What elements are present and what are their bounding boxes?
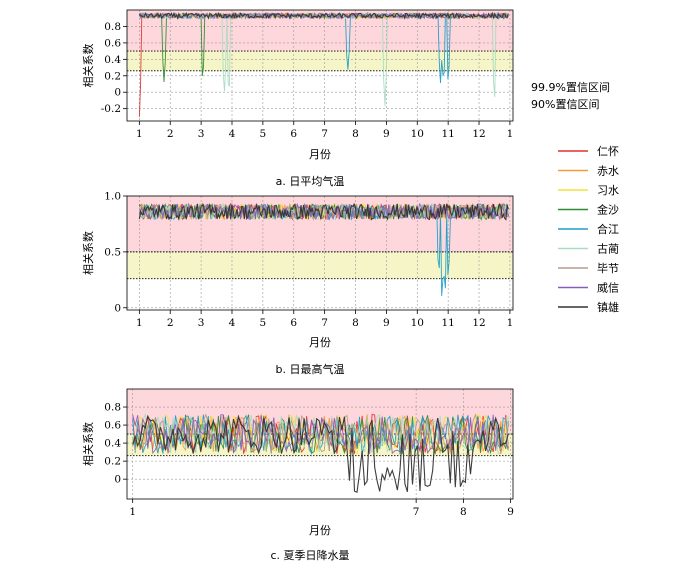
- legend-label-3: 金沙: [597, 203, 619, 217]
- axes-frame: [126, 195, 514, 311]
- x-tick-label: 7: [321, 128, 328, 140]
- x-tick-label: 1: [136, 317, 143, 329]
- y-tick-label: 0.2: [104, 70, 121, 82]
- x-tick-label: 9: [383, 128, 390, 140]
- y-tick-label: 0: [114, 87, 121, 99]
- series-line-7: [138, 202, 509, 221]
- x-axis-label: 月份: [309, 336, 331, 349]
- x-tick-label: 3: [198, 128, 205, 140]
- x-tick-label: 12: [472, 128, 485, 140]
- x-tick-label: 1: [507, 317, 514, 329]
- x-tick-label: 8: [352, 128, 359, 140]
- axes-frame: [126, 388, 514, 500]
- series-group: [138, 202, 509, 297]
- y-tick-label: 0.2: [104, 456, 121, 468]
- x-tick-label: 3: [198, 317, 205, 329]
- y-tick-label: 0: [114, 302, 121, 314]
- legend-label-0: 仁怀: [597, 145, 619, 158]
- x-tick-label: 7: [321, 317, 328, 329]
- y-tick-label: 1.0: [104, 191, 121, 203]
- x-axis-label: 月份: [309, 148, 331, 161]
- confidence-label-90: 90%置信区间: [531, 98, 599, 111]
- series-line-8: [138, 11, 509, 20]
- x-tick-label: 1: [507, 128, 514, 140]
- series-line-5: [132, 412, 509, 455]
- x-tick-label: 5: [260, 128, 267, 140]
- panel-caption: b. 日最高气温: [276, 362, 345, 376]
- confidence-label-99-9: 99.9%置信区间: [531, 81, 610, 94]
- y-tick-label: 0.5: [104, 246, 121, 258]
- x-tick-label: 2: [167, 128, 174, 140]
- y-tick-label: 0: [114, 474, 121, 486]
- x-tick-label: 11: [441, 317, 454, 329]
- x-tick-label: 10: [411, 317, 424, 329]
- x-tick-label: 8: [460, 506, 467, 518]
- x-axis-label: 月份: [309, 524, 331, 537]
- x-tick-label: 9: [507, 506, 514, 518]
- series-line-6: [132, 413, 509, 454]
- x-tick-label: 6: [290, 128, 297, 140]
- x-tick-label: 1: [136, 128, 143, 140]
- x-tick-label: 12: [472, 317, 485, 329]
- series-group: [138, 11, 509, 117]
- y-tick-label: 0.6: [104, 37, 121, 49]
- chart-panel-1: -0.200.20.40.60.81 2 3 4 5 6 7 8 9 10 11 12 1月份相关系数a…: [81, 9, 514, 188]
- x-tick-label: 4: [229, 128, 236, 140]
- y-tick-label: 0.6: [104, 420, 121, 432]
- y-tick-label: 0.8: [104, 402, 121, 414]
- x-tick-label: 9: [383, 317, 390, 329]
- y-tick-label: 0.4: [104, 438, 121, 450]
- x-tick-label: 7: [413, 506, 420, 518]
- legend-label-5: 古蔺: [597, 243, 619, 256]
- legend-label-8: 镇雄: [597, 300, 619, 314]
- legend-label-7: 威信: [597, 282, 619, 295]
- legend-label-6: 毕节: [597, 262, 619, 275]
- y-tick-label: -0.2: [101, 103, 121, 115]
- y-tick-label: 0.4: [104, 54, 121, 66]
- x-tick-label: 10: [411, 128, 424, 140]
- x-tick-label: 1: [129, 506, 136, 518]
- legend-label-2: 习水: [597, 184, 619, 197]
- legend-label-4: 合江: [597, 222, 619, 236]
- x-tick-label: 8: [352, 317, 359, 329]
- x-tick-label: 11: [441, 128, 454, 140]
- axes-frame: [126, 9, 514, 122]
- x-tick-label: 5: [260, 317, 267, 329]
- panel-caption: a. 日平均气温: [276, 174, 345, 188]
- x-tick-label: 2: [167, 317, 174, 329]
- y-axis-label: 相关系数: [81, 231, 95, 275]
- x-tick-label: 4: [229, 317, 236, 329]
- series-line-8: [132, 414, 509, 493]
- series-line-8: [138, 202, 509, 221]
- y-axis-label: 相关系数: [81, 422, 95, 466]
- band-99-9: [127, 196, 513, 252]
- y-axis-label: 相关系数: [81, 44, 95, 88]
- series-group: [132, 412, 509, 493]
- chart-panel-3: 0 0.2 0.4 0.6 0.8 1 7 8 9 月份 相关系数 c. 夏季日降水量: [81, 388, 514, 562]
- y-tick-label: 0.8: [104, 21, 121, 33]
- legend-label-1: 赤水: [597, 165, 619, 178]
- panel-caption: c. 夏季日降水量: [270, 548, 349, 562]
- band-90: [127, 51, 513, 71]
- band-90: [127, 251, 513, 279]
- x-tick-label: 6: [290, 317, 297, 329]
